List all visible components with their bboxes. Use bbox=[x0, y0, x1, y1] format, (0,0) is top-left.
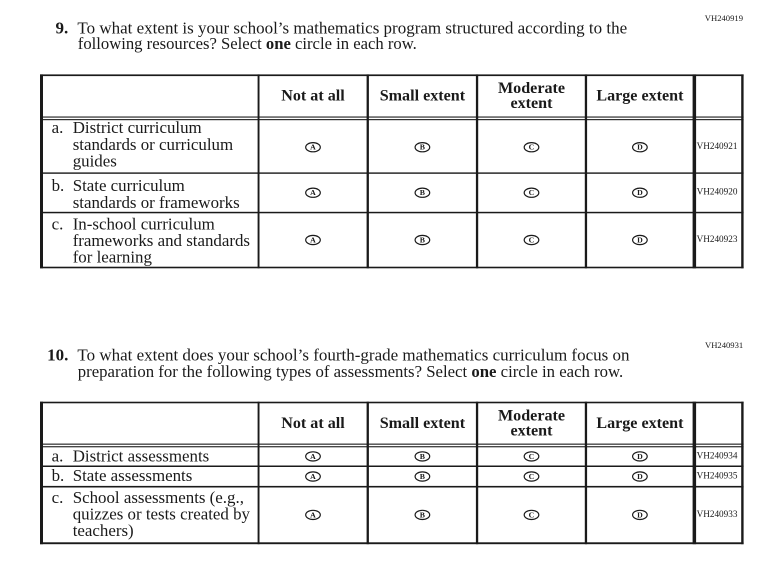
svg-text:D: D bbox=[637, 472, 643, 481]
svg-text:a.: a. bbox=[52, 118, 64, 137]
svg-text:extent: extent bbox=[510, 95, 553, 112]
svg-text:VH240921: VH240921 bbox=[697, 141, 738, 151]
svg-text:To what extent does your schoo: To what extent does your school’s fourth… bbox=[77, 346, 630, 365]
svg-text:State curriculum: State curriculum bbox=[73, 176, 185, 195]
svg-text:a.: a. bbox=[52, 446, 64, 465]
svg-text:preparation for the following: preparation for the following types of a… bbox=[78, 362, 623, 381]
svg-text:b.: b. bbox=[52, 466, 65, 485]
svg-text:School assessments (e.g.,: School assessments (e.g., bbox=[73, 488, 244, 507]
svg-text:VH240919: VH240919 bbox=[705, 13, 743, 23]
svg-text:10.: 10. bbox=[47, 346, 68, 365]
svg-text:extent: extent bbox=[510, 423, 553, 440]
svg-text:Not at all: Not at all bbox=[281, 87, 345, 104]
svg-text:VH240920: VH240920 bbox=[697, 187, 738, 197]
svg-text:standards or frameworks: standards or frameworks bbox=[73, 193, 240, 212]
svg-text:B: B bbox=[420, 472, 425, 481]
svg-text:b.: b. bbox=[52, 176, 65, 195]
svg-text:9.: 9. bbox=[56, 18, 69, 37]
svg-text:B: B bbox=[420, 188, 425, 197]
svg-text:In-school curriculum: In-school curriculum bbox=[73, 215, 215, 234]
svg-text:c.: c. bbox=[52, 215, 64, 234]
svg-text:frameworks and standards: frameworks and standards bbox=[73, 231, 250, 250]
svg-text:C: C bbox=[529, 452, 535, 461]
svg-text:D: D bbox=[637, 143, 643, 152]
svg-text:Large extent: Large extent bbox=[596, 415, 684, 432]
svg-text:VH240933: VH240933 bbox=[697, 509, 738, 519]
svg-text:State assessments: State assessments bbox=[73, 466, 193, 485]
svg-text:B: B bbox=[420, 452, 425, 461]
svg-text:C: C bbox=[529, 236, 535, 245]
svg-text:Not at all: Not at all bbox=[281, 415, 345, 432]
svg-text:District curriculum: District curriculum bbox=[73, 118, 202, 137]
svg-text:C: C bbox=[529, 510, 535, 519]
svg-text:Moderate: Moderate bbox=[498, 80, 565, 97]
svg-text:Small extent: Small extent bbox=[380, 415, 466, 432]
svg-text:D: D bbox=[637, 236, 643, 245]
svg-text:A: A bbox=[310, 452, 316, 461]
svg-text:A: A bbox=[310, 510, 316, 519]
svg-text:D: D bbox=[637, 510, 643, 519]
svg-text:Large extent: Large extent bbox=[596, 87, 684, 104]
svg-text:B: B bbox=[420, 510, 425, 519]
svg-text:guides: guides bbox=[73, 151, 117, 170]
svg-text:C: C bbox=[529, 472, 535, 481]
svg-text:A: A bbox=[310, 472, 316, 481]
svg-text:Moderate: Moderate bbox=[498, 408, 565, 425]
svg-text:A: A bbox=[310, 188, 316, 197]
svg-text:standards or curriculum: standards or curriculum bbox=[73, 135, 233, 154]
svg-text:B: B bbox=[420, 236, 425, 245]
svg-text:c.: c. bbox=[52, 488, 64, 507]
svg-text:D: D bbox=[637, 188, 643, 197]
svg-text:District assessments: District assessments bbox=[73, 446, 210, 465]
svg-text:quizzes or tests created by: quizzes or tests created by bbox=[73, 505, 251, 524]
svg-text:Small extent: Small extent bbox=[380, 87, 466, 104]
svg-text:VH240923: VH240923 bbox=[697, 234, 738, 244]
svg-text:for learning: for learning bbox=[73, 248, 153, 267]
svg-text:teachers): teachers) bbox=[73, 521, 134, 540]
svg-text:VH240935: VH240935 bbox=[697, 470, 738, 480]
svg-text:B: B bbox=[420, 143, 425, 152]
svg-text:To what extent is your school’: To what extent is your school’s mathemat… bbox=[77, 18, 627, 37]
svg-text:C: C bbox=[529, 143, 535, 152]
svg-text:A: A bbox=[310, 236, 316, 245]
svg-text:D: D bbox=[637, 452, 643, 461]
svg-text:following resources? Select on: following resources? Select one circle i… bbox=[78, 34, 417, 53]
svg-text:C: C bbox=[529, 188, 535, 197]
svg-text:A: A bbox=[310, 143, 316, 152]
svg-text:VH240934: VH240934 bbox=[697, 450, 738, 460]
svg-text:VH240931: VH240931 bbox=[705, 340, 743, 350]
